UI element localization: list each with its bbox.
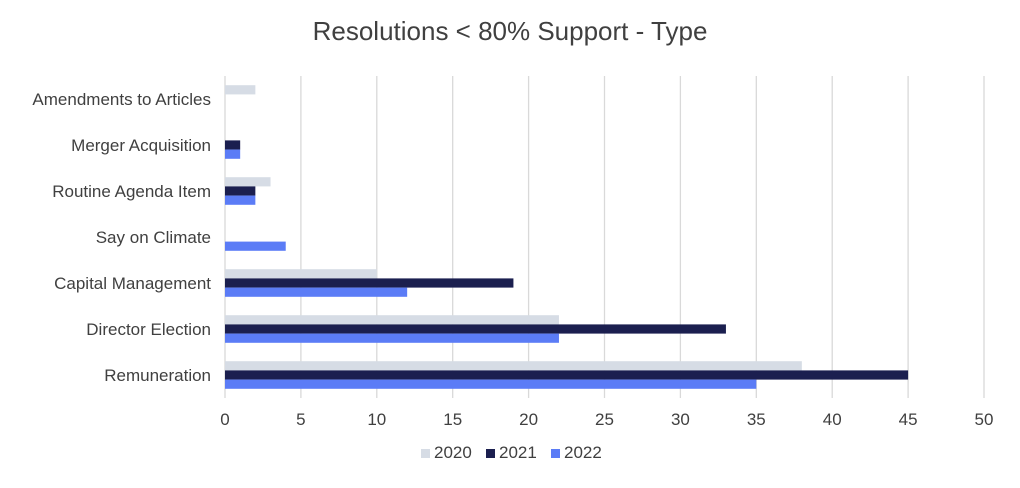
bar-2021 xyxy=(225,324,726,334)
y-category-label: Director Election xyxy=(86,320,211,339)
bar-2020 xyxy=(225,269,377,279)
bar-2022 xyxy=(225,379,757,389)
bar-2021 xyxy=(225,186,256,196)
bar-2021 xyxy=(225,140,241,150)
y-category-label: Merger Acquisition xyxy=(71,136,211,155)
y-category-label: Capital Management xyxy=(54,274,211,293)
legend-label: 2020 xyxy=(434,443,472,462)
bar-2022 xyxy=(225,333,559,343)
x-tick-label: 45 xyxy=(899,410,918,429)
bar-2020 xyxy=(225,85,256,95)
legend-swatch xyxy=(421,449,430,458)
bar-2022 xyxy=(225,287,408,297)
y-category-label: Remuneration xyxy=(104,366,211,385)
bar-2020 xyxy=(225,361,802,371)
legend-label: 2021 xyxy=(499,443,537,462)
legend-swatch xyxy=(486,449,495,458)
bar-2022 xyxy=(225,149,241,159)
x-tick-label: 35 xyxy=(747,410,766,429)
x-tick-label: 30 xyxy=(671,410,690,429)
bar-2022 xyxy=(225,195,256,205)
legend-label: 2022 xyxy=(564,443,602,462)
x-tick-label: 10 xyxy=(367,410,386,429)
y-category-label: Routine Agenda Item xyxy=(52,182,211,201)
x-tick-label: 25 xyxy=(595,410,614,429)
bar-2021 xyxy=(225,278,514,288)
x-tick-label: 40 xyxy=(823,410,842,429)
x-tick-label: 5 xyxy=(296,410,305,429)
chart-title: Resolutions < 80% Support - Type xyxy=(312,16,708,46)
y-category-label: Say on Climate xyxy=(96,228,211,247)
bar-2021 xyxy=(225,370,909,380)
bar-2020 xyxy=(225,315,559,325)
x-tick-label: 20 xyxy=(519,410,538,429)
x-tick-label: 15 xyxy=(443,410,462,429)
bar-2022 xyxy=(225,241,286,251)
y-category-label: Amendments to Articles xyxy=(32,90,211,109)
x-tick-label: 50 xyxy=(975,410,994,429)
bar-2020 xyxy=(225,177,271,187)
x-tick-label: 0 xyxy=(220,410,229,429)
legend-swatch xyxy=(551,449,560,458)
